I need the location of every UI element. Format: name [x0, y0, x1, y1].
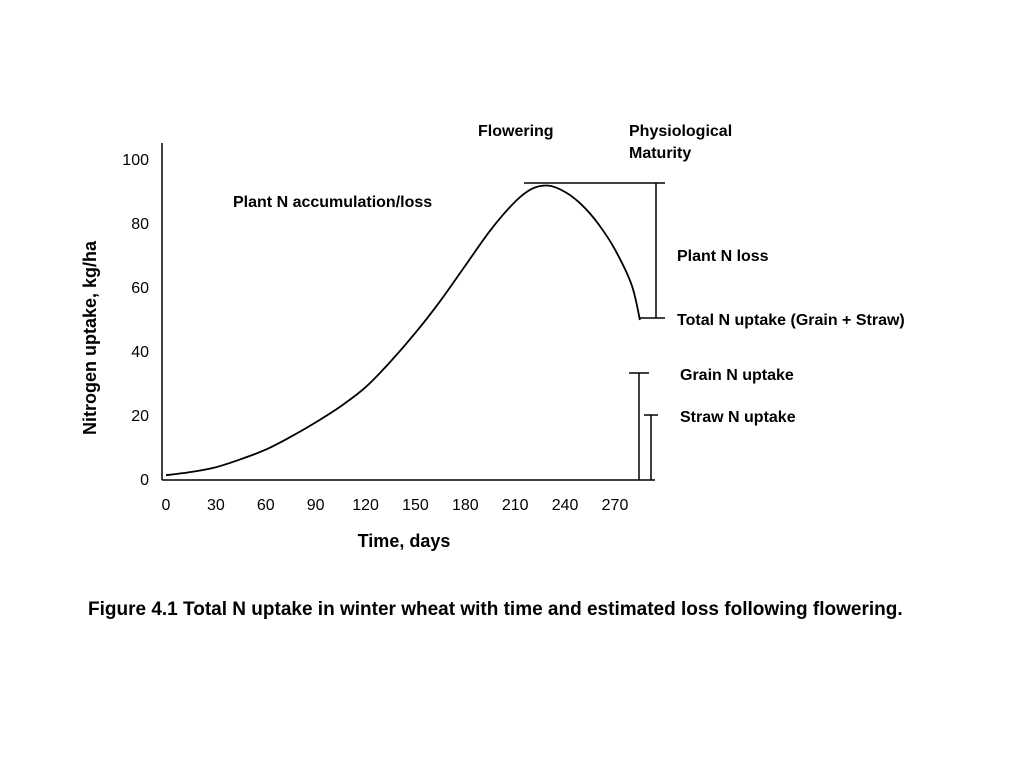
grain-n-uptake-label: Grain N uptake	[680, 367, 794, 384]
maturity-label-line2: Maturity	[629, 145, 691, 162]
curve-label: Plant N accumulation/loss	[233, 194, 432, 211]
x-tick-label: 120	[352, 497, 379, 514]
x-tick-label: 240	[552, 497, 579, 514]
x-tick-label: 0	[162, 497, 171, 514]
y-tick-labels: 0 20 40 60 80 100	[122, 152, 149, 489]
plant-n-loss-label: Plant N loss	[677, 248, 769, 265]
x-tick-label: 180	[452, 497, 479, 514]
nitrogen-uptake-chart: 0 20 40 60 80 100 0 30 60 90 120 150 180 210 240 270 T…	[80, 123, 905, 551]
x-tick-labels: 0 30 60 90 120 150 180 210 240 270	[162, 497, 629, 514]
total-n-uptake-label: Total N uptake (Grain + Straw)	[677, 312, 905, 329]
y-tick-label: 40	[131, 344, 149, 361]
x-tick-label: 150	[402, 497, 429, 514]
straw-n-uptake-label: Straw N uptake	[680, 409, 796, 426]
y-tick-label: 100	[122, 152, 149, 169]
flowering-label: Flowering	[478, 123, 554, 140]
maturity-label-line1: Physiological	[629, 123, 732, 140]
y-tick-label: 60	[131, 280, 149, 297]
x-tick-label: 90	[307, 497, 325, 514]
y-tick-label: 20	[131, 408, 149, 425]
y-axis-title: Nitrogen uptake, kg/ha	[80, 240, 100, 435]
y-tick-label: 80	[131, 216, 149, 233]
x-axis-title: Time, days	[358, 531, 451, 551]
x-tick-label: 270	[602, 497, 629, 514]
x-tick-label: 60	[257, 497, 275, 514]
x-tick-label: 210	[502, 497, 529, 514]
y-tick-label: 0	[140, 472, 149, 489]
figure-caption: Figure 4.1 Total N uptake in winter whea…	[88, 599, 903, 620]
plant-n-curve	[165, 184, 641, 477]
x-tick-label: 30	[207, 497, 225, 514]
